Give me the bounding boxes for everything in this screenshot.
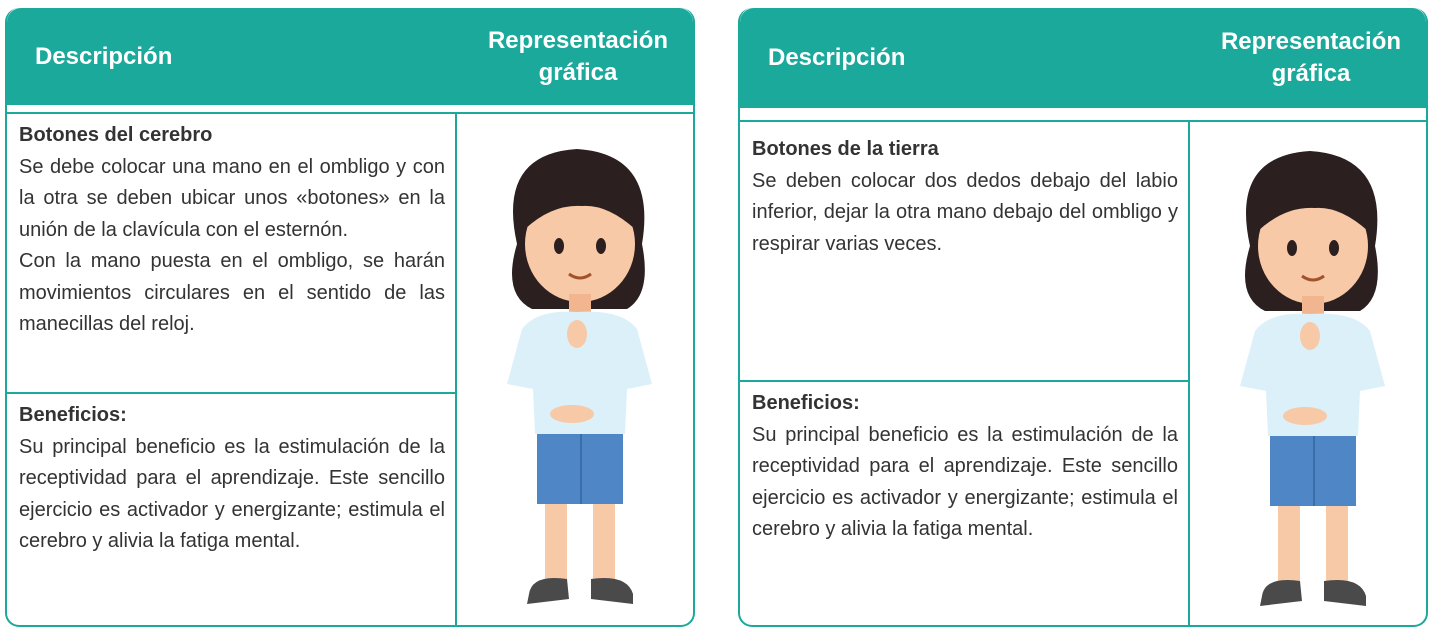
illustration [505, 147, 654, 606]
benefits-title: Beneficios: [19, 404, 127, 426]
card-header: Descripción Representación gráfica [740, 8, 1426, 108]
divider [1188, 122, 1190, 625]
card-body: Botones del cerebro Se debe colocar una … [7, 112, 693, 625]
paragraph: Se deben colocar dos dedos debajo del la… [752, 169, 1178, 255]
paragraph: Con la mano puesta en el ombligo, se har… [19, 250, 445, 335]
benefits-text: Su principal beneficio es la estimulació… [752, 423, 1178, 541]
card: Descripción Representación gráfica Boton… [738, 8, 1428, 627]
divider [455, 114, 457, 625]
benefits-cell: Beneficios: Su principal beneficio es la… [752, 388, 1178, 546]
paragraph: Se debe colocar una mano en el ombligo y… [19, 155, 445, 241]
benefits-text: Su principal beneficio es la estimulació… [19, 435, 445, 553]
card-body: Botones de la tierra Se deben colocar do… [740, 120, 1426, 625]
divider [740, 380, 1188, 382]
header-description: Descripción [35, 42, 173, 70]
divider [7, 392, 455, 394]
benefits-title: Beneficios: [752, 392, 860, 414]
card-header: Descripción Representación gráfica [7, 8, 693, 105]
description-cell: Botones de la tierra Se deben colocar do… [752, 134, 1178, 260]
benefits-cell: Beneficios: Su principal beneficio es la… [19, 400, 445, 558]
exercise-title: Botones del cerebro [19, 124, 213, 146]
illustration [1238, 149, 1387, 608]
header-graphic: Representación gráfica [487, 26, 669, 86]
description-cell: Botones del cerebro Se debe colocar una … [19, 120, 445, 341]
exercise-title: Botones de la tierra [752, 138, 939, 160]
header-description: Descripción [768, 44, 906, 71]
card: Descripción Representación gráfica Boton… [5, 8, 695, 627]
header-graphic: Representación gráfica [1220, 28, 1402, 87]
